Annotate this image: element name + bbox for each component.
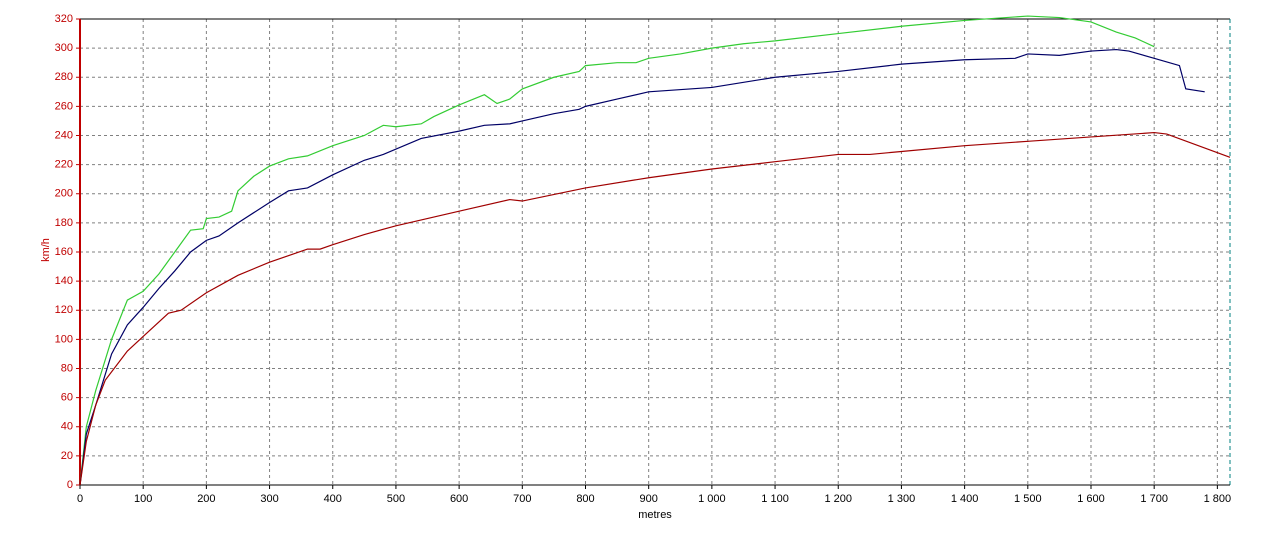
y-tick-label: 300 — [55, 42, 73, 54]
x-tick-label: 1 700 — [1140, 493, 1168, 505]
y-tick-label: 20 — [61, 450, 73, 462]
x-tick-label: 200 — [197, 493, 215, 505]
x-tick-label: 1 500 — [1014, 493, 1042, 505]
x-tick-label: 400 — [324, 493, 342, 505]
series-line — [79, 15, 1155, 486]
x-tick-label: 600 — [450, 493, 468, 505]
x-tick-label: 800 — [576, 493, 594, 505]
y-tick-label: 100 — [55, 333, 73, 345]
y-tick-label: 0 — [67, 479, 73, 491]
y-tick-label: 280 — [55, 71, 73, 83]
x-tick-label: 900 — [640, 493, 658, 505]
y-tick-label: 160 — [55, 246, 73, 258]
y-axis-label: km/h — [40, 238, 52, 262]
y-tick-label: 220 — [55, 159, 73, 171]
x-tick-label: 1 000 — [698, 493, 726, 505]
x-tick-label: 500 — [387, 493, 405, 505]
y-tick-label: 240 — [55, 129, 73, 141]
x-tick-label: 1 600 — [1077, 493, 1105, 505]
y-tick-label: 320 — [55, 13, 73, 25]
series-line — [79, 131, 1231, 486]
series-line — [79, 48, 1205, 486]
x-tick-label: 700 — [513, 493, 531, 505]
x-tick-label: 300 — [260, 493, 278, 505]
y-tick-label: 60 — [61, 392, 73, 404]
y-tick-label: 180 — [55, 217, 73, 229]
y-tick-label: 260 — [55, 100, 73, 112]
x-tick-label: 1 800 — [1204, 493, 1232, 505]
x-tick-label: 1 300 — [888, 493, 916, 505]
y-tick-label: 140 — [55, 275, 73, 287]
x-tick-label: 1 200 — [824, 493, 852, 505]
x-tick-label: 0 — [77, 493, 83, 505]
y-tick-label: 200 — [55, 188, 73, 200]
x-axis-label: metres — [638, 509, 672, 521]
x-tick-label: 1 100 — [761, 493, 789, 505]
y-tick-label: 120 — [55, 304, 73, 316]
x-tick-label: 100 — [134, 493, 152, 505]
x-tick-label: 1 400 — [951, 493, 979, 505]
y-tick-label: 80 — [61, 362, 73, 374]
y-tick-label: 40 — [61, 421, 73, 433]
